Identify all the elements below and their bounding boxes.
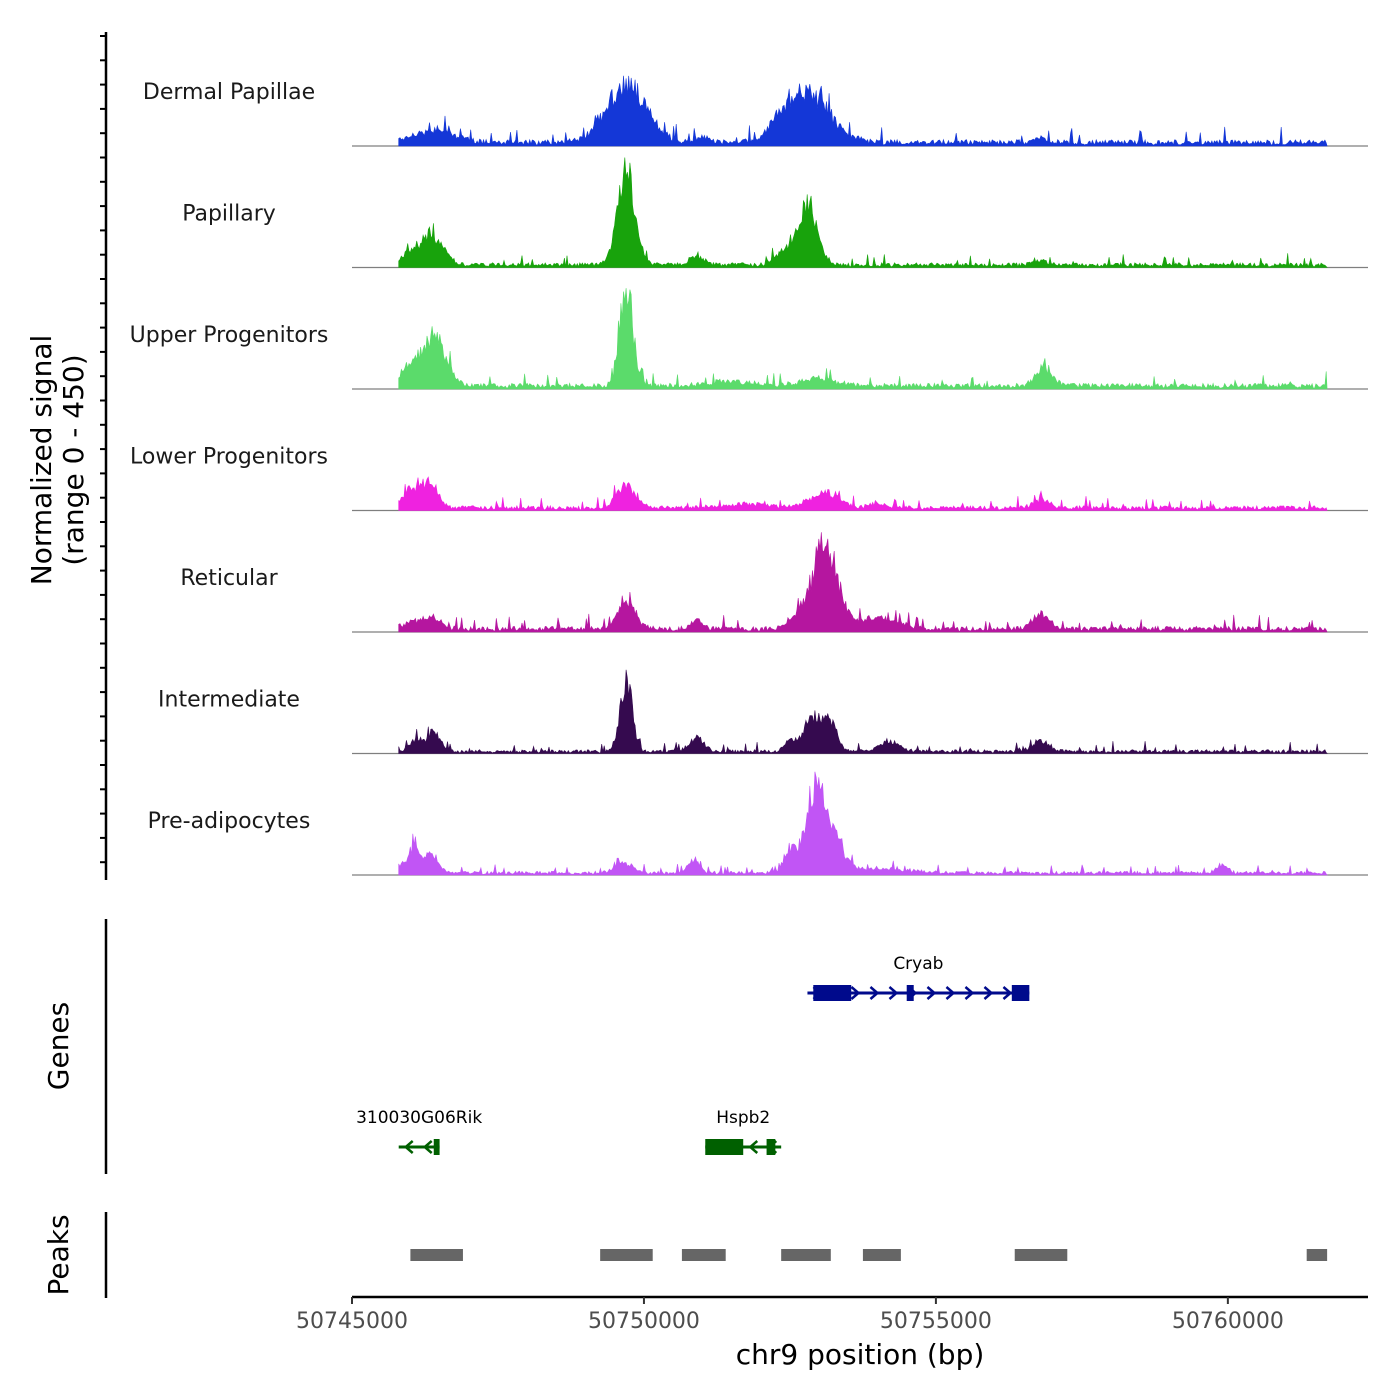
coverage-tracks: Dermal Papillae Papillary Upper Progenitor… — [130, 75, 1368, 876]
gene-label: Cryab — [893, 954, 943, 974]
peak-region — [600, 1249, 653, 1261]
track-label: Papillary — [182, 202, 276, 227]
strand-arrow — [888, 986, 899, 1000]
strand-arrow — [748, 1140, 759, 1154]
track-pre-adipocytes: Pre-adipocytes — [148, 771, 1368, 876]
peaks-track — [410, 1249, 1328, 1261]
x-tick-label: 50745000 — [296, 1309, 408, 1334]
genes-track-label: Genes — [42, 1002, 75, 1090]
strand-arrow — [422, 1140, 433, 1154]
track-intermediate: Intermediate — [158, 669, 1368, 755]
strand-arrow — [983, 986, 994, 1000]
coverage-area — [398, 157, 1328, 268]
gene-exon — [433, 1139, 440, 1155]
y-axis-subtitle: (range 0 - 450) — [57, 354, 90, 565]
gene-exon — [906, 985, 914, 1001]
track-dermal-papillae: Dermal Papillae — [143, 75, 1368, 147]
y-axis-title: Normalized signal — [25, 335, 58, 586]
strand-arrow — [403, 1140, 414, 1154]
coverage-area — [398, 771, 1328, 876]
track-reticular: Reticular — [180, 532, 1368, 633]
strand-arrow — [1002, 986, 1013, 1000]
coverage-area — [398, 288, 1328, 390]
track-label: Intermediate — [158, 688, 300, 713]
x-tick-label: 50760000 — [1172, 1309, 1284, 1334]
gene-exon — [766, 1139, 776, 1155]
strand-arrow — [945, 986, 956, 1000]
signal-y-axis — [100, 32, 108, 880]
coverage-area — [398, 476, 1328, 511]
gene-exon — [813, 985, 852, 1001]
peak-region — [681, 1249, 726, 1261]
x-tick-label: 50755000 — [880, 1309, 992, 1334]
x-axis: 50745000 50750000 50755000 50760000 — [296, 1295, 1368, 1334]
coverage-area — [398, 669, 1328, 754]
strand-arrow — [926, 986, 937, 1000]
gene-310030g06rik: 310030G06Rik — [356, 1108, 482, 1155]
gene-label: Hspb2 — [716, 1108, 770, 1128]
track-label: Lower Progenitors — [130, 445, 328, 470]
gene-exon — [1011, 985, 1030, 1001]
strand-arrow — [964, 986, 975, 1000]
gene-cryab: Cryab — [807, 954, 1030, 1001]
peak-region — [781, 1249, 831, 1261]
peaks-track-label: Peaks — [42, 1214, 75, 1295]
x-axis-title: chr9 position (bp) — [736, 1338, 985, 1371]
track-lower-progenitors: Lower Progenitors — [130, 445, 1368, 512]
track-label: Upper Progenitors — [130, 323, 329, 348]
strand-arrow — [869, 986, 880, 1000]
coverage-area — [398, 532, 1328, 633]
track-papillary: Papillary — [182, 157, 1368, 269]
peak-region — [862, 1249, 901, 1261]
gene-label: 310030G06Rik — [356, 1108, 482, 1128]
coverage-area — [398, 75, 1328, 147]
track-label: Pre-adipocytes — [148, 809, 311, 834]
track-label: Reticular — [180, 566, 278, 591]
track-upper-progenitors: Upper Progenitors — [130, 288, 1368, 390]
peak-region — [1306, 1249, 1328, 1261]
strand-arrow — [850, 986, 861, 1000]
peak-region — [410, 1249, 463, 1261]
peak-region — [1014, 1249, 1068, 1261]
x-tick-label: 50750000 — [588, 1309, 700, 1334]
track-label: Dermal Papillae — [143, 80, 315, 105]
gene-exon — [705, 1139, 744, 1155]
gene-hspb2: Hspb2 — [705, 1108, 782, 1155]
genes-track: Cryab 310030G06Rik Hspb2 — [356, 954, 1030, 1155]
